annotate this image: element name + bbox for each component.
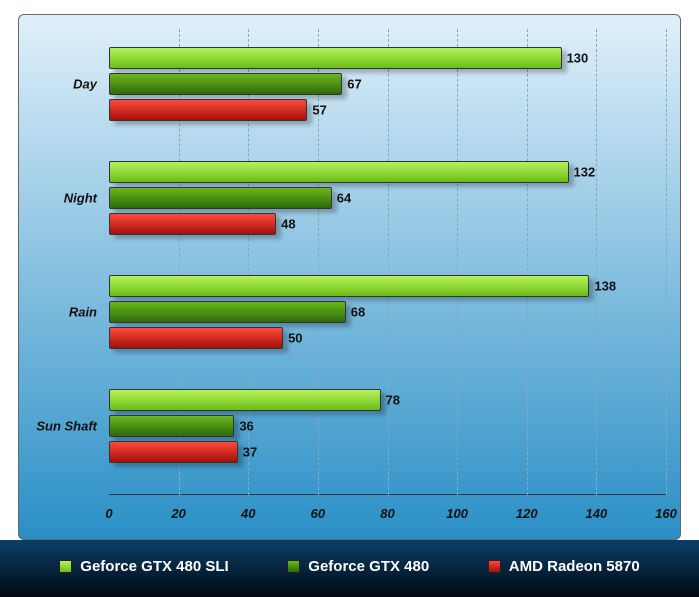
x-tick-label: 60 <box>311 506 325 521</box>
legend-item: AMD Radeon 5870 <box>488 558 640 575</box>
bar-value: 132 <box>568 165 596 180</box>
bar: 67 <box>109 73 342 95</box>
bar: 50 <box>109 327 283 349</box>
legend-swatch <box>488 560 501 573</box>
category-group: Sun Shaft783637 <box>109 389 666 463</box>
bar-value: 78 <box>380 393 400 408</box>
bar-value: 64 <box>331 191 351 206</box>
legend-label: Geforce GTX 480 SLI <box>80 558 228 575</box>
plot-inner: 020406080100120140160Day1306757Night1326… <box>109 29 666 495</box>
bar: 78 <box>109 389 381 411</box>
bar: 36 <box>109 415 234 437</box>
bar-value: 68 <box>345 305 365 320</box>
bar-value: 37 <box>237 445 257 460</box>
category-label: Night <box>64 191 109 206</box>
legend-item: Geforce GTX 480 <box>287 558 429 575</box>
gridline <box>666 29 667 495</box>
bar: 64 <box>109 187 332 209</box>
bar: 68 <box>109 301 346 323</box>
bar: 138 <box>109 275 589 297</box>
x-tick-label: 80 <box>380 506 394 521</box>
x-tick-label: 0 <box>105 506 112 521</box>
category-group: Night1326448 <box>109 161 666 235</box>
x-tick-label: 40 <box>241 506 255 521</box>
bar-value: 67 <box>341 77 361 92</box>
category-label: Day <box>73 77 109 92</box>
legend-item: Geforce GTX 480 SLI <box>59 558 228 575</box>
bar-value: 138 <box>588 279 616 294</box>
bar: 130 <box>109 47 562 69</box>
bar: 37 <box>109 441 238 463</box>
plot-area: 020406080100120140160Day1306757Night1326… <box>18 14 681 540</box>
x-tick-label: 120 <box>516 506 538 521</box>
bar: 48 <box>109 213 276 235</box>
bar-value: 48 <box>275 217 295 232</box>
category-group: Day1306757 <box>109 47 666 121</box>
bar-value: 57 <box>306 103 326 118</box>
legend: Geforce GTX 480 SLI Geforce GTX 480 AMD Ra… <box>0 540 699 597</box>
legend-label: AMD Radeon 5870 <box>509 558 640 575</box>
bar: 132 <box>109 161 569 183</box>
x-tick-label: 160 <box>655 506 677 521</box>
x-tick-label: 100 <box>446 506 468 521</box>
x-tick-label: 140 <box>586 506 608 521</box>
legend-swatch <box>59 560 72 573</box>
bar-value: 130 <box>561 51 589 66</box>
category-group: Rain1386850 <box>109 275 666 349</box>
category-label: Sun Shaft <box>36 419 109 434</box>
legend-swatch <box>287 560 300 573</box>
category-label: Rain <box>69 305 109 320</box>
bar-value: 36 <box>233 419 253 434</box>
legend-label: Geforce GTX 480 <box>308 558 429 575</box>
x-tick-label: 20 <box>171 506 185 521</box>
bar: 57 <box>109 99 307 121</box>
bar-value: 50 <box>282 331 302 346</box>
benchmark-chart: 020406080100120140160Day1306757Night1326… <box>0 0 699 597</box>
